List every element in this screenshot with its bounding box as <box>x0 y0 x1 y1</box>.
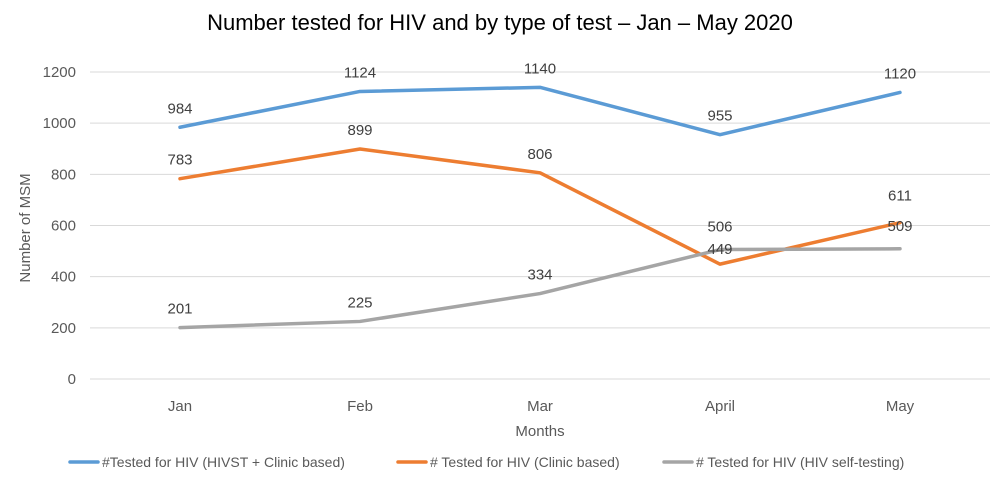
data-label: 611 <box>888 188 912 205</box>
chart-title: Number tested for HIV and by type of tes… <box>207 10 793 35</box>
x-tick-label: May <box>886 398 915 415</box>
data-label: 1140 <box>524 60 556 77</box>
data-label: 984 <box>167 100 192 117</box>
legend-label-3: # Tested for HIV (HIV self-testing) <box>696 454 904 470</box>
data-label: 201 <box>167 301 192 318</box>
legend-label-1: #Tested for HIV (HIVST + Clinic based) <box>102 454 345 470</box>
legend: #Tested for HIV (HIVST + Clinic based) # … <box>68 454 904 470</box>
x-axis-title: Months <box>515 423 564 440</box>
data-label: 806 <box>527 146 552 163</box>
data-label: 1124 <box>344 64 376 81</box>
y-tick-label: 1200 <box>43 64 76 81</box>
data-label: 334 <box>527 267 552 284</box>
y-tick-label: 1000 <box>43 115 76 132</box>
x-tick-label: Jan <box>168 398 192 415</box>
x-axis-ticks: Jan Feb Mar April May <box>168 398 915 415</box>
data-labels: 984 1124 1140 955 1120 783 899 806 449 611 201 225 3… <box>167 60 916 317</box>
y-tick-label: 400 <box>51 269 76 286</box>
data-label: 449 <box>707 241 732 258</box>
x-tick-label: Mar <box>527 398 553 415</box>
y-tick-label: 800 <box>51 166 76 183</box>
data-label: 1120 <box>884 65 916 82</box>
x-tick-label: April <box>705 398 735 415</box>
data-label: 955 <box>707 108 732 125</box>
data-label: 506 <box>707 219 732 236</box>
series-line-3 <box>178 247 902 330</box>
y-tick-label: 200 <box>51 320 76 337</box>
series-line-2 <box>178 147 902 266</box>
series-line-1 <box>178 85 902 137</box>
y-axis-title: Number of MSM <box>17 173 34 282</box>
legend-label-2: # Tested for HIV (Clinic based) <box>430 454 620 470</box>
data-label: 899 <box>347 122 372 139</box>
series-group <box>178 85 902 330</box>
data-label: 225 <box>347 294 372 311</box>
x-tick-label: Feb <box>347 398 373 415</box>
y-tick-label: 0 <box>68 371 76 388</box>
data-label: 783 <box>167 152 192 169</box>
data-label: 509 <box>887 218 912 235</box>
y-axis-ticks: 0 200 400 600 800 1000 1200 <box>43 64 76 388</box>
y-tick-label: 600 <box>51 218 76 235</box>
